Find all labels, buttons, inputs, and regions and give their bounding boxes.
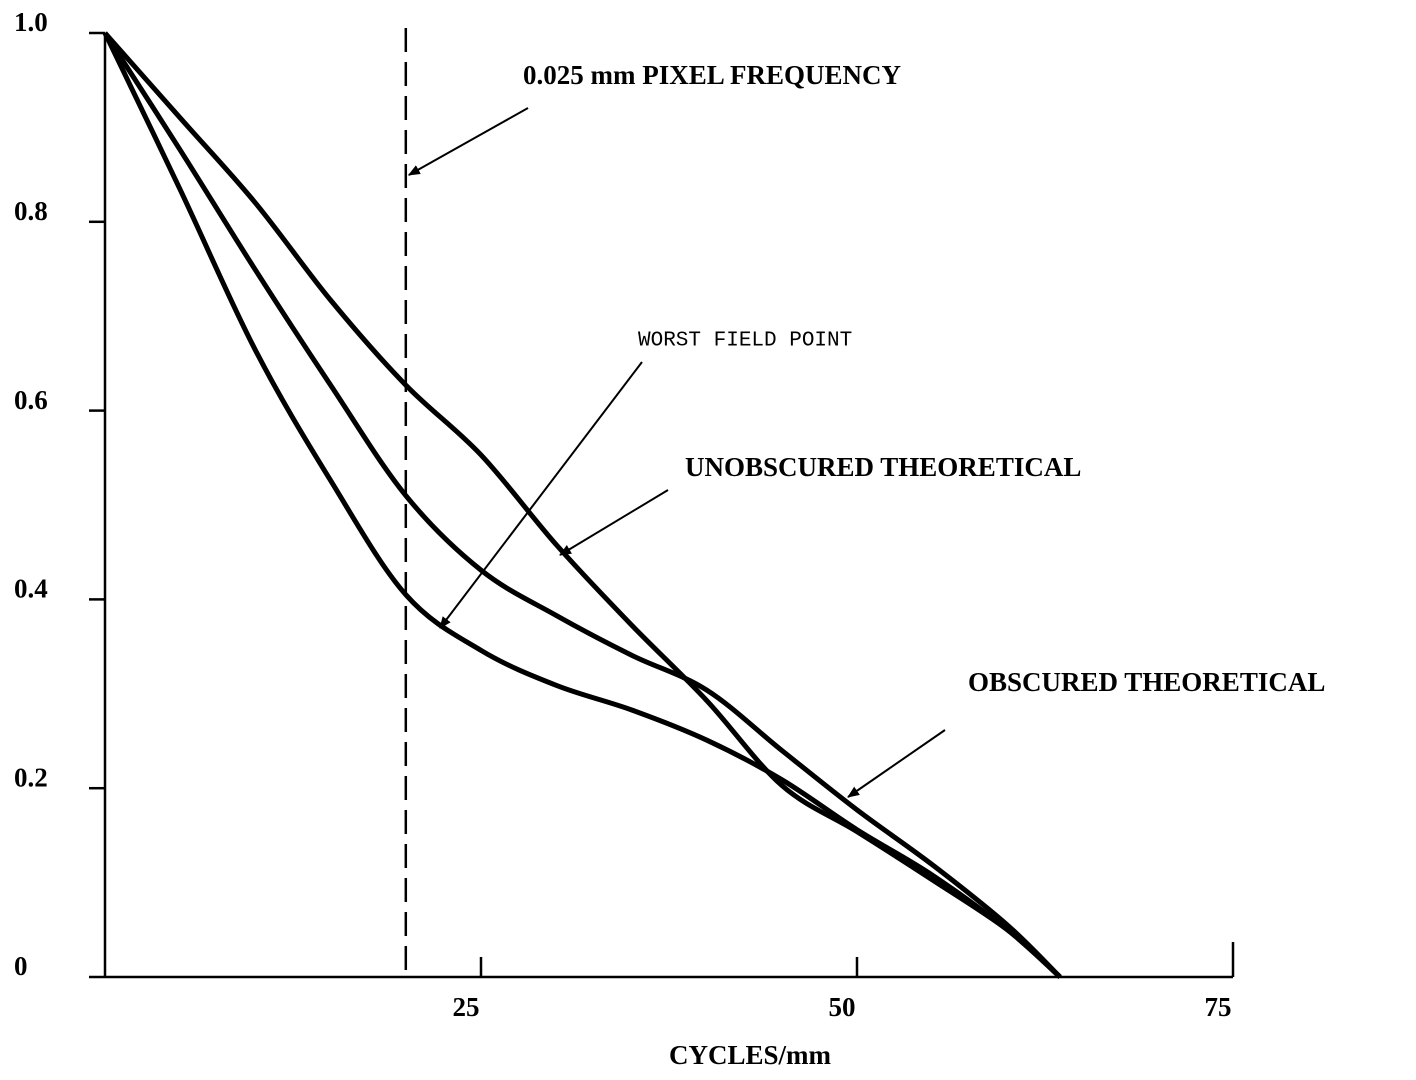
series-label: OBSCURED THEORETICAL xyxy=(968,667,1325,697)
y-tick-label: 0.6 xyxy=(14,385,48,415)
series-arrow xyxy=(559,489,669,556)
reference-arrow xyxy=(407,107,529,176)
series-label: UNOBSCURED THEORETICAL xyxy=(685,452,1081,482)
y-tick-label: 0.2 xyxy=(14,762,48,792)
y-tick-label: 1.0 xyxy=(14,7,48,37)
y-tick-label: 0.8 xyxy=(14,196,48,226)
x-tick-label: 75 xyxy=(1205,992,1232,1022)
curve xyxy=(102,31,1062,979)
curve xyxy=(103,31,1062,979)
reference-label: 0.025 mm PIXEL FREQUENCY xyxy=(523,60,901,90)
series-arrow xyxy=(847,729,946,798)
series-label: WORST FIELD POINT xyxy=(638,330,852,353)
x-tick-label: 25 xyxy=(453,992,480,1022)
y-tick-label: 0.4 xyxy=(14,574,48,604)
curve xyxy=(102,31,1062,979)
series-arrow xyxy=(439,361,643,629)
y-tick-label: 0 xyxy=(14,951,28,981)
x-axis-label: CYCLES/mm xyxy=(669,1040,832,1070)
x-tick-label: 50 xyxy=(829,992,856,1022)
